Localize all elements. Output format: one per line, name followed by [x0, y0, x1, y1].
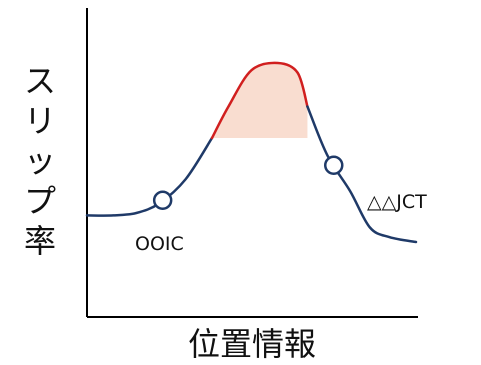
y-axis-label-char: 率	[24, 222, 56, 260]
annotation-label-left: OOIC	[135, 233, 184, 255]
peak-highlight-area	[212, 62, 308, 138]
y-axis-label-char: プ	[24, 182, 56, 220]
x-axis-label: 位置情報	[188, 325, 316, 363]
curve-segment-left	[85, 136, 214, 217]
marker-ooic	[152, 190, 173, 211]
y-axis-label-char: ス	[24, 62, 56, 100]
marker-jct	[324, 155, 344, 176]
annotation-label-right: △△JCT	[367, 191, 427, 213]
y-axis-label-char: ッ	[24, 142, 56, 180]
curve-segment-peak	[210, 61, 309, 140]
marker-layer	[152, 155, 344, 211]
curve-segment-right	[306, 105, 418, 244]
highlight-layer	[212, 62, 308, 138]
axes	[86, 8, 418, 318]
y-axis-label-char: リ	[24, 102, 56, 140]
curve-layer	[85, 61, 418, 244]
annotation-layer: OOIC △△JCT	[135, 191, 427, 255]
